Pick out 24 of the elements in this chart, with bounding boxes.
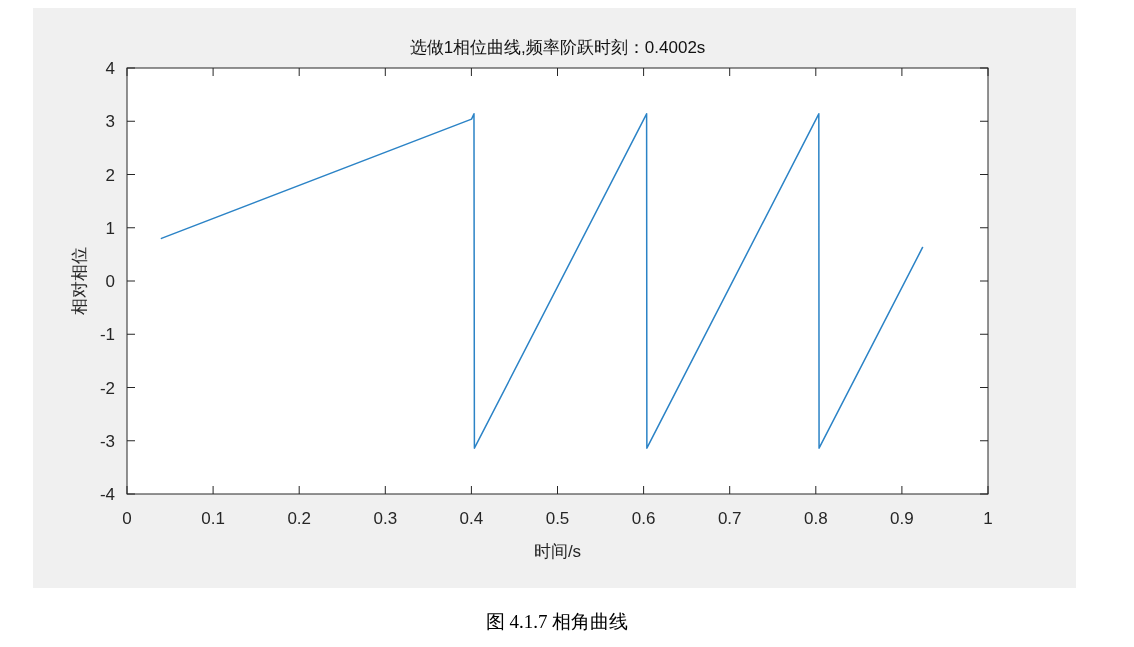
- y-tick-label: -1: [99, 325, 115, 345]
- title: 选做1相位曲线,频率阶跃时刻：0.4002s: [409, 38, 706, 57]
- x-tick-label: 0.6: [631, 509, 656, 528]
- x-tick-label: 0.7: [717, 509, 742, 528]
- y-tick-label: 0: [105, 272, 115, 291]
- caption: 图 4.1.7 相角曲线: [485, 611, 629, 632]
- y-tick-label: -3: [99, 431, 115, 451]
- x-tick-label: 0.1: [201, 509, 225, 528]
- y-tick-label: 1: [105, 218, 115, 238]
- y-tick-label: 2: [105, 165, 115, 185]
- x-tick-label: 0.9: [890, 509, 914, 528]
- y-tick-label: 4: [105, 59, 115, 78]
- x-tick-label: 1: [983, 509, 993, 528]
- x-tick-label: 0.2: [287, 509, 311, 528]
- x-tick-label: 0.4: [459, 509, 484, 528]
- y-axis-title: 相对相位: [70, 247, 89, 315]
- x-tick-label: 0.3: [373, 509, 398, 528]
- y-tick-label: -2: [99, 378, 115, 398]
- y-tick-label: 3: [105, 112, 115, 132]
- x-tick-label: 0.5: [545, 509, 570, 528]
- x-tick-label: 0.8: [804, 509, 828, 528]
- y-tick-label: -4: [99, 485, 115, 504]
- x-axis-title: 时间/s: [533, 542, 582, 561]
- x-tick-label: 0: [122, 509, 132, 528]
